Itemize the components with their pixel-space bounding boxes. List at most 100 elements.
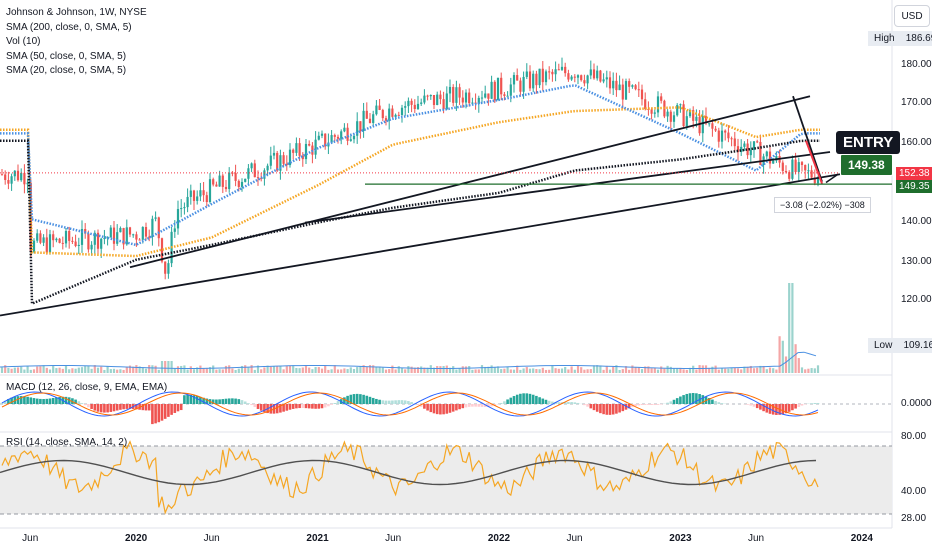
macd-histogram-bar [455,404,458,411]
volume-bar [189,366,192,373]
macd-histogram-bar [650,404,653,405]
candle-body [548,71,551,73]
macd-histogram-bar [288,404,292,410]
volume-bar [333,365,336,373]
volume-bar [164,361,167,373]
candle-body [442,99,445,110]
volume-bar [634,367,637,373]
macd-histogram-bar [218,399,221,404]
candle-body [74,241,77,246]
macd-legend[interactable]: MACD (12, 26, close, 9, EMA, EMA) [6,382,168,393]
candle-body [61,242,64,244]
macd-histogram-bar [375,398,378,404]
volume-bar [381,367,384,373]
macd-histogram-bar [531,394,535,404]
macd-histogram-bar [627,404,631,409]
macd-histogram-bar [176,404,180,412]
volume-bar [74,368,77,373]
macd-histogram-bar [323,404,327,408]
candle-body [791,159,794,179]
volume-bar [720,368,724,373]
legend-sma20[interactable]: SMA (20, close, 0, SMA, 5) [6,65,127,77]
rsi-legend[interactable]: RSI (14, close, SMA, 14, 2) [6,437,128,448]
macd-histogram-bar [29,397,33,404]
volume-bar [228,365,231,373]
volume-bar [413,367,416,373]
volume-bar [791,283,794,373]
candle-body [720,130,724,142]
volume-bar [452,366,455,373]
candle-body [317,135,320,140]
volume-bar [484,366,487,373]
legend-vol[interactable]: Vol (10) [6,36,41,48]
candle-body [365,110,368,119]
candle-body [288,149,292,166]
volume-bar [23,369,26,373]
volume-bar [695,369,698,373]
low-badge: Low 109.16 [868,338,932,353]
macd-histogram-bar [48,398,52,404]
entry-value[interactable]: 149.38 [840,154,893,176]
macd-histogram-bar [74,399,77,404]
macd-histogram-bar [503,401,506,404]
candle-body [240,181,244,187]
volume-bar [106,366,109,373]
volume-bar [500,369,503,373]
candle-body [541,68,544,83]
candle-body [807,170,810,172]
macd-histogram-bar [215,399,218,404]
macd-histogram-bar [320,404,324,409]
candle-body [314,139,317,155]
macd-histogram-bar [544,399,548,404]
macd-histogram-bar [7,399,10,404]
macd-histogram-bar [653,404,657,406]
macd-histogram-bar [365,395,369,404]
legend-sma50[interactable]: SMA (50, close, 0, SMA, 5) [6,50,127,62]
candle-body [397,114,400,116]
macd-histogram-bar [429,404,433,413]
macd-histogram-bar [359,394,362,404]
currency-button[interactable]: USD [894,5,930,27]
macd-histogram-bar [371,397,375,404]
candle-body [295,143,298,153]
candle-body [730,138,733,140]
legend-sma200[interactable]: SMA (200, close, 0, SMA, 5) [6,21,132,33]
candle-body [39,233,42,243]
volume-bar [519,369,522,373]
candle-body [634,85,637,90]
volume-bar [592,365,596,373]
volume-bar [608,369,612,373]
volume-bar [548,369,551,373]
volume-bar [352,368,356,373]
volume-bar [752,368,756,373]
candle-body [570,76,573,80]
volume-bar [538,369,541,373]
macd-histogram-bar [221,399,225,404]
entry-label[interactable]: ENTRY [836,131,901,154]
macd-histogram-bar [621,404,625,412]
volume-bar [596,365,599,373]
volume-bar [71,368,74,373]
volume-bar [727,368,730,373]
volume-bar [487,366,490,373]
volume-bar [794,344,797,373]
candle-body [781,162,784,172]
low-value: 109.16 [903,340,932,351]
candle-body [656,96,660,113]
candle-body [55,238,58,241]
candle-body [10,176,13,184]
macd-histogram-bar [432,404,436,414]
macd-histogram-bar [474,404,477,407]
macd-histogram-bar [64,396,68,404]
volume-bar [29,369,32,373]
macd-histogram-bar [762,404,765,412]
macd-histogram-bar [445,404,449,414]
volume-bar [775,369,778,373]
candle-body [679,104,682,106]
macd-histogram-bar [570,402,573,404]
macd-histogram-bar [189,394,193,404]
volume-bar [660,366,663,373]
macd-histogram-bar [669,401,673,404]
volume-bar [522,368,525,373]
